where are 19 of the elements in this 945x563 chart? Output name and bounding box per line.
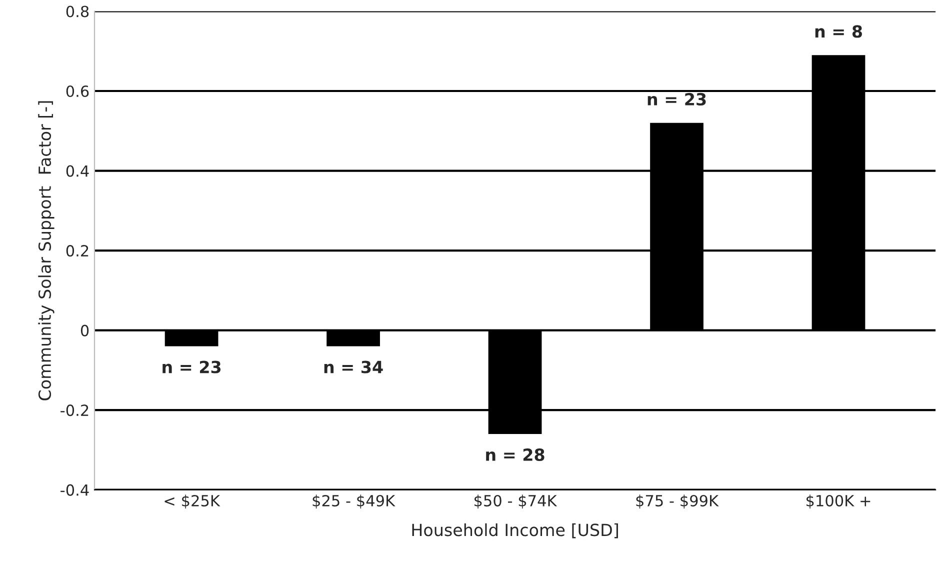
- y-tick-label: 0.6: [66, 85, 89, 98]
- x-tick-label: $100K +: [806, 494, 870, 509]
- y-tick-label: -0.2: [60, 404, 88, 416]
- annotation: n = 23: [648, 92, 706, 106]
- annotation: n = 28: [486, 448, 544, 462]
- x-tick-label: $75 - $99K: [636, 494, 719, 509]
- y-tick-label: 0: [80, 324, 89, 336]
- x-tick-label: < $25K: [164, 494, 220, 509]
- x-axis-title: Household Income [USD]: [412, 523, 618, 538]
- y-tick-label: -0.4: [60, 484, 89, 496]
- y-tick-label: 0.2: [66, 245, 88, 257]
- y-tick-label: 0.8: [66, 6, 89, 18]
- annotation: n = 8: [815, 25, 862, 38]
- x-tick-label: $25 - $49K: [312, 494, 396, 509]
- annotation: n = 23: [162, 360, 221, 374]
- x-tick-label: $50 - $74K: [474, 494, 558, 509]
- annotation: n = 34: [324, 360, 383, 374]
- y-tick-label: 0.4: [66, 165, 89, 177]
- y-axis-title: Community Solar Support Factor [-]: [38, 101, 54, 400]
